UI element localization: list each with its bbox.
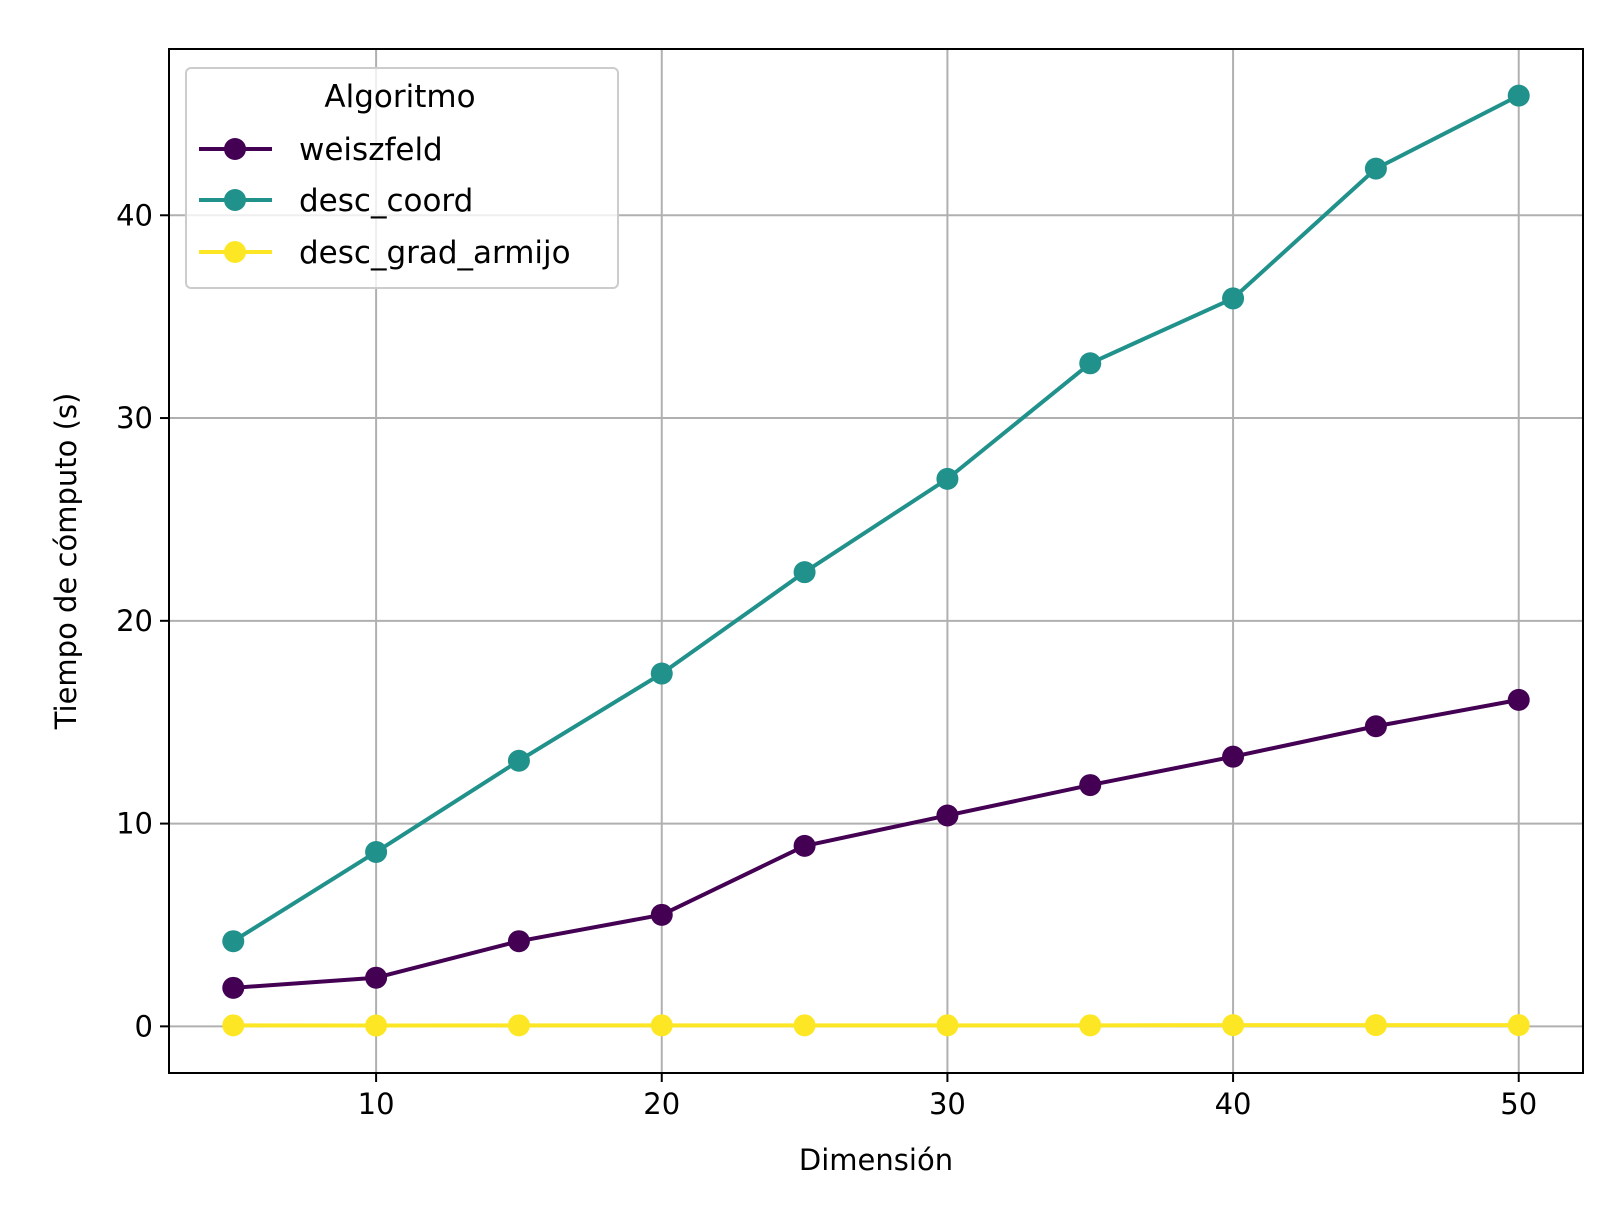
series-layer [222, 84, 1530, 1037]
series-line [232, 93, 1520, 943]
series-weiszfeld [222, 688, 1530, 999]
legend-entry: desc_coord [199, 183, 473, 219]
data-point [507, 1014, 530, 1037]
x-tick-label: 10 [358, 1087, 395, 1121]
y-axis-label: Tiempo de cómputo (s) [49, 393, 83, 731]
legend: Algoritmo weiszfeld desc_coord desc_grad_a… [185, 67, 619, 289]
x-tick-label: 40 [1215, 1087, 1252, 1121]
plot-frame [168, 48, 1584, 1074]
data-point [936, 1014, 959, 1037]
data-point [1364, 1014, 1387, 1037]
data-point [1507, 84, 1530, 107]
legend-swatch-marker [224, 241, 246, 263]
data-point [793, 561, 816, 584]
data-point [1507, 1014, 1530, 1037]
y-tick-label: 0 [135, 1009, 153, 1043]
series-desc_coord [222, 84, 1530, 953]
legend-label: desc_grad_armijo [299, 235, 571, 271]
data-point [222, 1014, 245, 1037]
data-point [1222, 287, 1245, 310]
data-point [222, 930, 245, 953]
y-tick-label: 30 [116, 401, 153, 435]
legend-entry: desc_grad_armijo [199, 235, 571, 271]
data-point [1079, 774, 1102, 797]
data-point [1364, 157, 1387, 180]
y-tick-label: 10 [116, 807, 153, 841]
data-point [936, 467, 959, 490]
legend-entry: weiszfeld [199, 132, 443, 168]
data-point [936, 804, 959, 827]
y-tick-label: 20 [116, 604, 153, 638]
data-point [507, 930, 530, 953]
legend-box [185, 67, 619, 289]
series-line [233, 697, 1520, 990]
data-point [1507, 688, 1530, 711]
x-tick-label: 30 [929, 1087, 966, 1121]
data-point [365, 1014, 388, 1037]
data-point [1222, 1014, 1245, 1037]
data-point [1079, 352, 1102, 375]
data-point [222, 976, 245, 999]
x-axis-label: Dimensión [799, 1143, 953, 1177]
data-point [1222, 745, 1245, 768]
data-point [793, 834, 816, 857]
legend-title: Algoritmo [324, 79, 475, 115]
legend-label: weiszfeld [299, 132, 443, 168]
data-point [650, 662, 673, 685]
data-point [365, 966, 388, 989]
data-point [793, 1014, 816, 1037]
data-point [1364, 715, 1387, 738]
x-tick-label: 50 [1500, 1087, 1537, 1121]
data-point [1079, 1014, 1102, 1037]
x-tick-label: 20 [643, 1087, 680, 1121]
legend-entries: weiszfeld desc_coord desc_grad_armijo [199, 132, 571, 271]
data-point [650, 903, 673, 926]
legend-swatch-marker [224, 189, 246, 211]
data-point [507, 749, 530, 772]
y-tick-label: 40 [116, 198, 153, 232]
series-desc_grad_armijo [222, 1014, 1530, 1037]
legend-label: desc_coord [299, 183, 473, 219]
data-point [365, 840, 388, 863]
legend-swatch-marker [224, 138, 246, 160]
data-point [650, 1014, 673, 1037]
ticks: 10 20 30 40 50 0 10 20 30 40 [116, 198, 1537, 1121]
